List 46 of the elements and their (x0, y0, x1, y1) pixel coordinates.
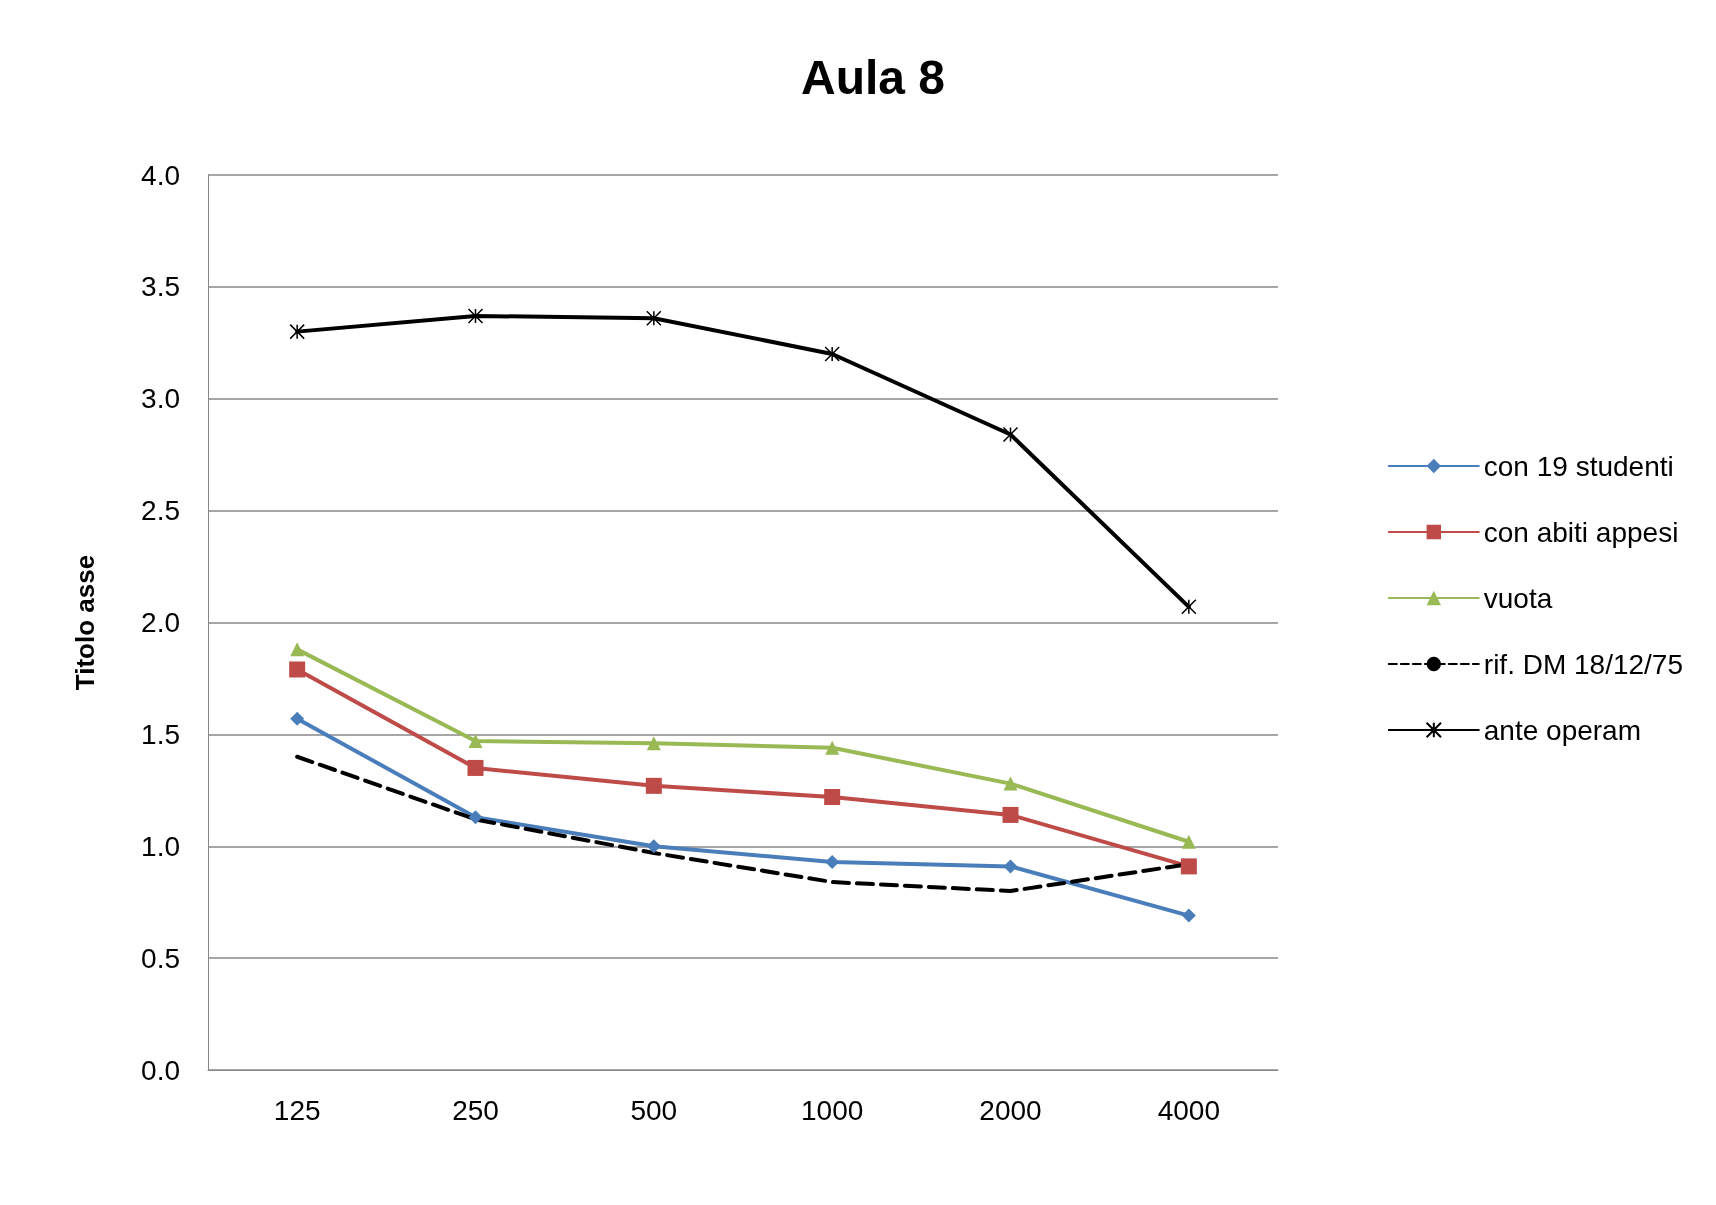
x-tick-label: 2000 (979, 1094, 1042, 1126)
point (289, 323, 305, 340)
point (825, 740, 840, 755)
y-tick-label: 4.0 (141, 159, 180, 191)
legend-label: ante operam (1483, 714, 1642, 746)
legend-label: con abiti appesi (1483, 516, 1679, 548)
y-tick-label: 3.5 (141, 271, 180, 303)
point (825, 854, 840, 869)
point (645, 777, 662, 794)
point (1003, 859, 1018, 874)
legend-label: rif. DM 18/12/75 (1483, 648, 1683, 680)
point (1002, 806, 1019, 823)
chart-title: Aula 8 (800, 50, 946, 104)
point (1181, 834, 1196, 849)
y-axis-title: Titolo asse (70, 554, 100, 691)
x-tick-label: 500 (630, 1094, 678, 1126)
y-tick-label: 3.0 (141, 383, 180, 415)
y-tick-label: 0.5 (141, 942, 180, 974)
point (824, 789, 841, 806)
point (1002, 426, 1019, 443)
point (1181, 908, 1196, 923)
point (1003, 776, 1018, 791)
point (290, 642, 305, 657)
x-tick-label: 125 (273, 1094, 321, 1126)
x-tick-label: 4000 (1157, 1094, 1220, 1126)
point (646, 310, 662, 326)
legend-label: vuota (1483, 582, 1553, 614)
point (467, 759, 484, 776)
point (646, 736, 661, 751)
x-tick-label: 1000 (801, 1094, 864, 1126)
point (289, 661, 306, 678)
point (1180, 858, 1197, 875)
point (824, 346, 840, 362)
point (646, 839, 661, 854)
point (290, 711, 305, 726)
y-tick-label: 1.0 (141, 830, 180, 862)
legend-label: con 19 studenti (1483, 450, 1674, 482)
y-tick-label: 1.5 (141, 718, 180, 750)
point (468, 810, 483, 825)
y-tick-label: 0.0 (141, 1054, 180, 1086)
point (468, 734, 483, 749)
point (467, 308, 484, 324)
point (1181, 599, 1197, 615)
x-tick-label: 250 (452, 1094, 499, 1126)
y-tick-label: 2.5 (141, 495, 180, 527)
y-tick-label: 2.0 (141, 607, 180, 638)
